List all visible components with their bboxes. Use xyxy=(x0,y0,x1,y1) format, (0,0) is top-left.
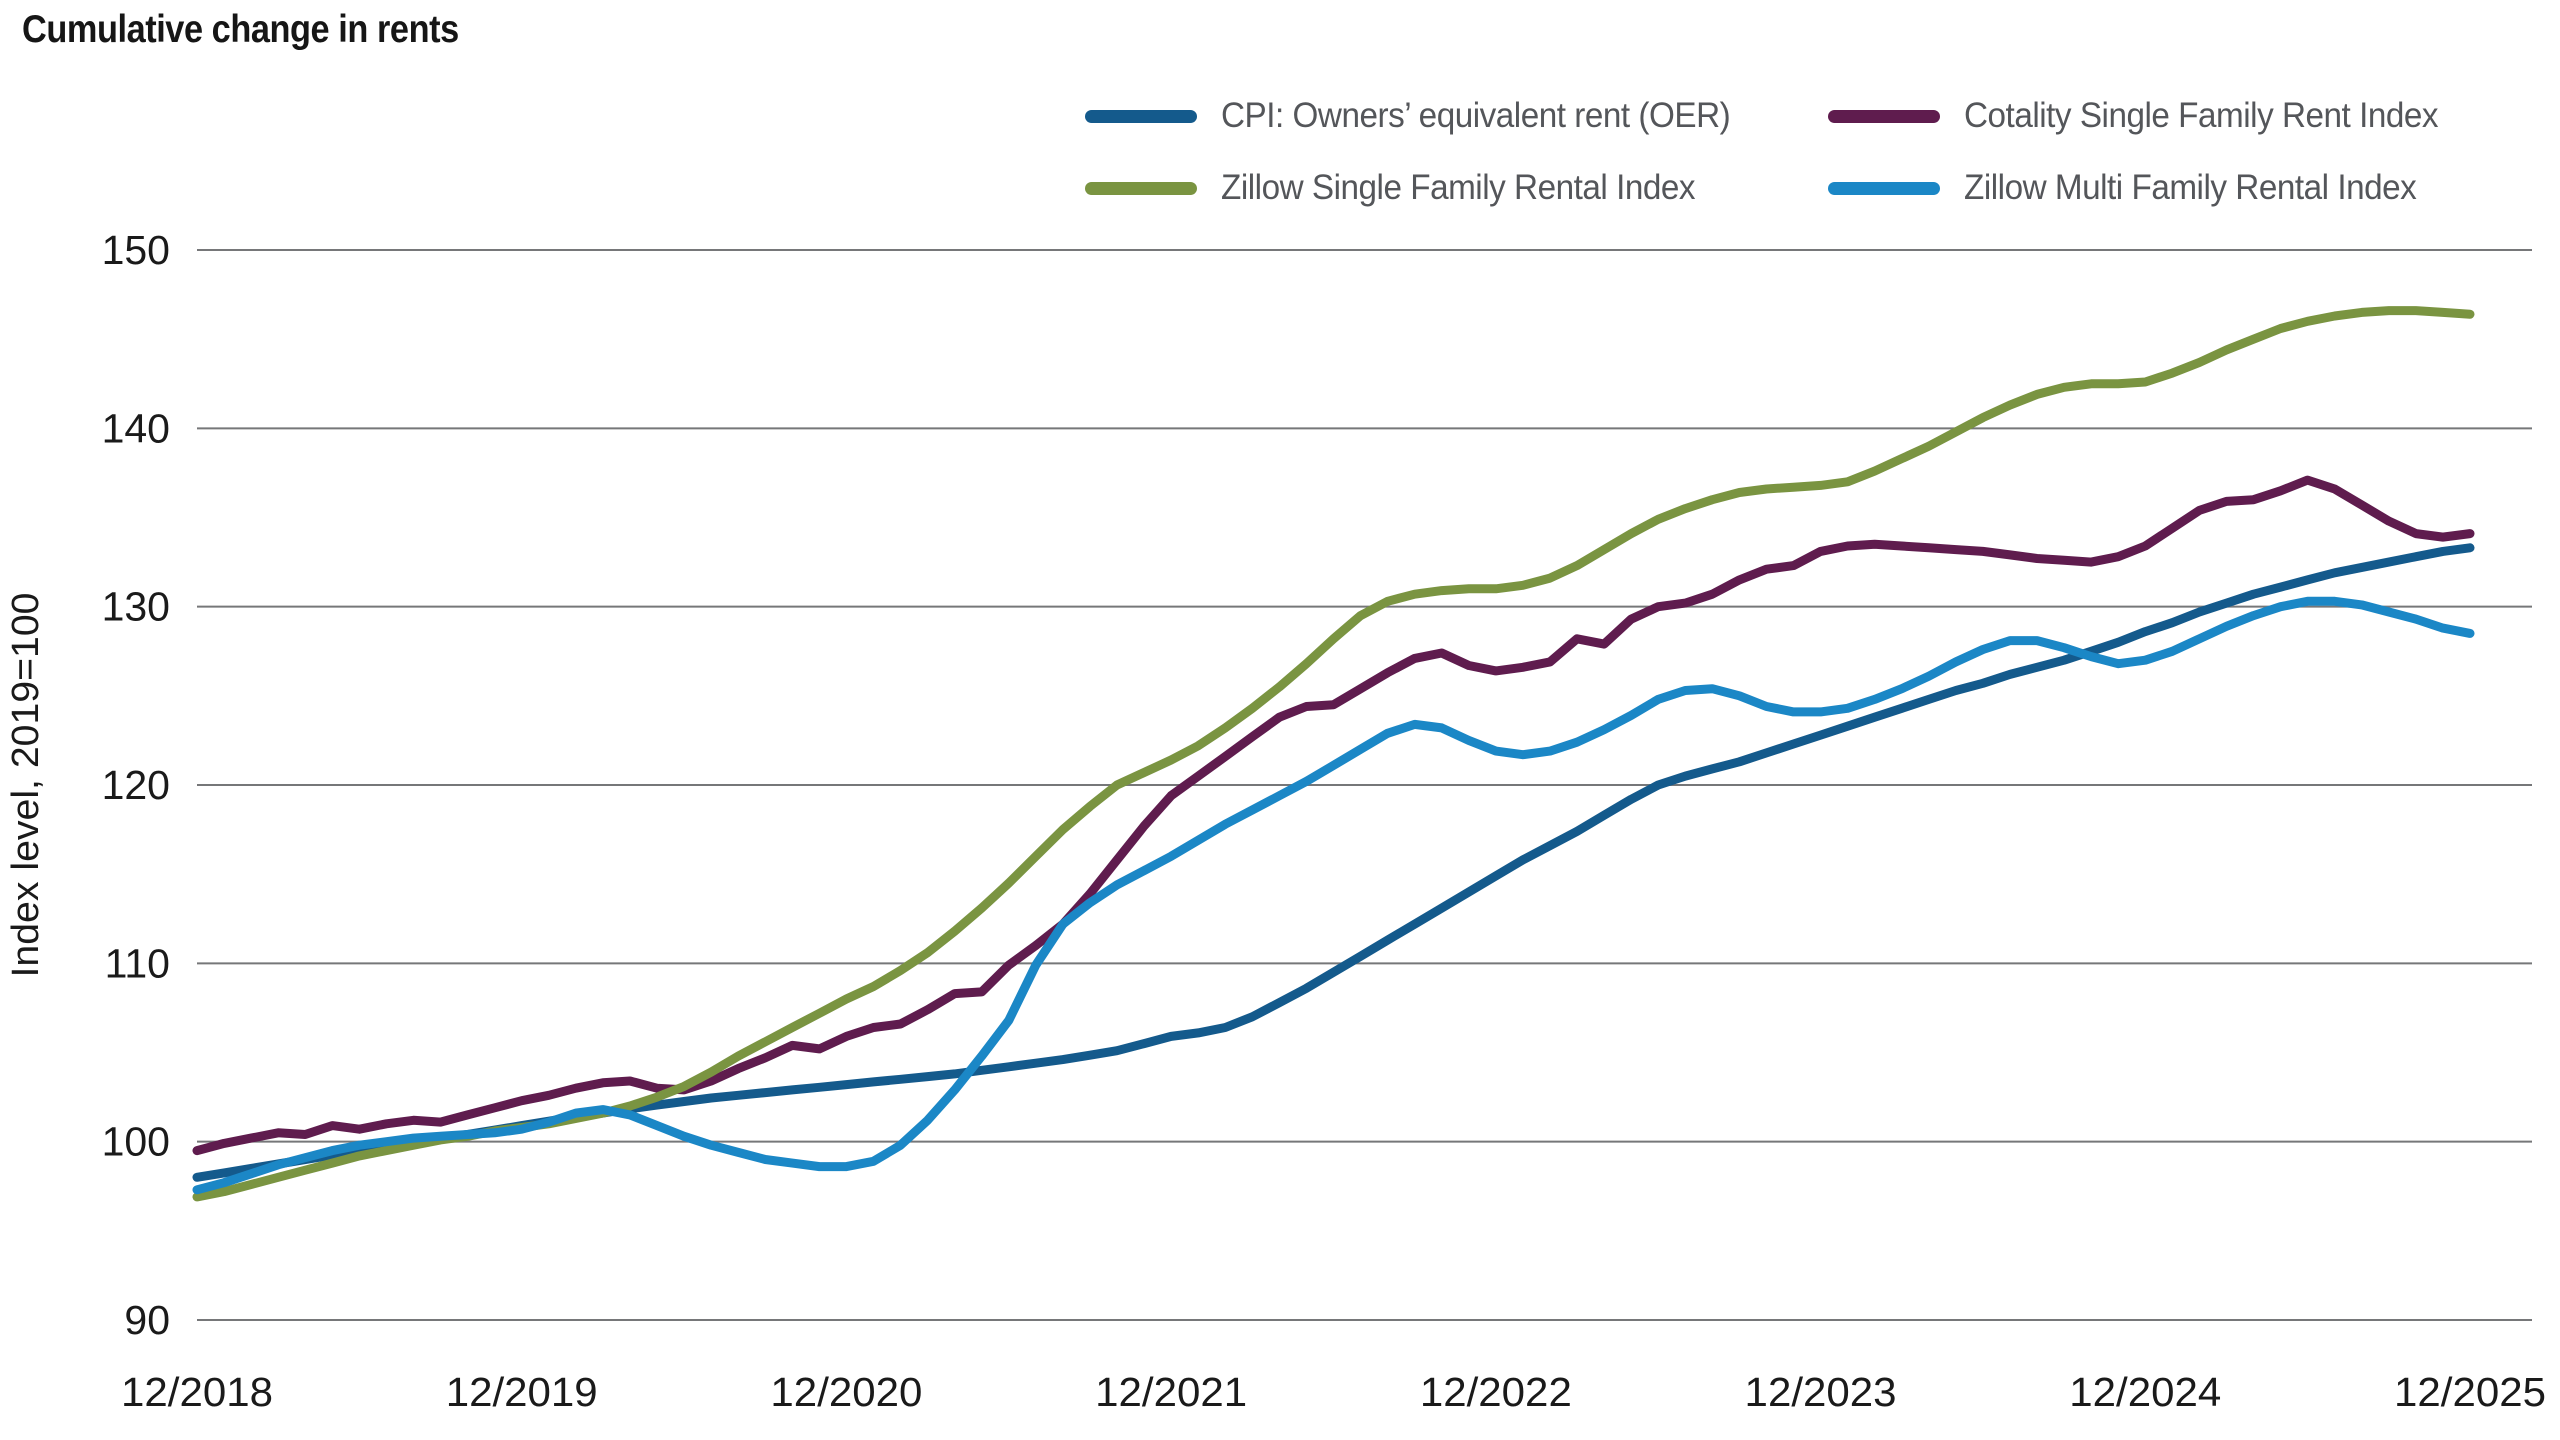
x-tick-label: 12/2021 xyxy=(1095,1369,1247,1415)
legend-swatch-icon xyxy=(1085,181,1197,195)
y-tick-label: 100 xyxy=(102,1119,170,1165)
series-line xyxy=(192,475,2475,1156)
x-tick-label: 12/2024 xyxy=(2069,1369,2221,1415)
y-tick-label: 120 xyxy=(102,762,170,808)
legend-swatch-icon xyxy=(1828,109,1940,123)
y-axis-title: Index level, 2019=100 xyxy=(5,593,47,978)
y-tick-label: 140 xyxy=(102,405,170,451)
page-title: Cumulative change in rents xyxy=(22,8,459,51)
legend-label: CPI: Owners’ equivalent rent (OER) xyxy=(1221,96,1731,135)
legend-swatch-icon xyxy=(1085,109,1197,123)
legend-swatch-icon xyxy=(1828,181,1940,195)
series-line xyxy=(192,306,2475,1202)
y-tick-label: 90 xyxy=(124,1297,170,1343)
legend-item: CPI: Owners’ equivalent rent (OER) xyxy=(1085,92,1757,140)
x-tick-label: 12/2020 xyxy=(770,1369,922,1415)
x-tick-label: 12/2018 xyxy=(121,1369,273,1415)
x-tick-label: 12/2023 xyxy=(1745,1369,1897,1415)
y-tick-label: 130 xyxy=(102,584,170,630)
legend-label: Zillow Multi Family Rental Index xyxy=(1964,168,2417,207)
x-tick-label: 12/2022 xyxy=(1420,1369,1572,1415)
legend-item: Zillow Single Family Rental Index xyxy=(1085,164,1720,212)
series-line xyxy=(192,596,2475,1195)
y-tick-label: 150 xyxy=(102,227,170,273)
x-tick-label: 12/2025 xyxy=(2394,1369,2546,1415)
legend-item: Cotality Single Family Rent Index xyxy=(1828,92,2463,140)
legend-label: Zillow Single Family Rental Index xyxy=(1221,168,1696,207)
y-tick-label: 110 xyxy=(105,940,170,986)
legend-item: Zillow Multi Family Rental Index xyxy=(1828,164,2440,212)
legend-label: Cotality Single Family Rent Index xyxy=(1964,96,2439,135)
x-tick-label: 12/2019 xyxy=(446,1369,598,1415)
